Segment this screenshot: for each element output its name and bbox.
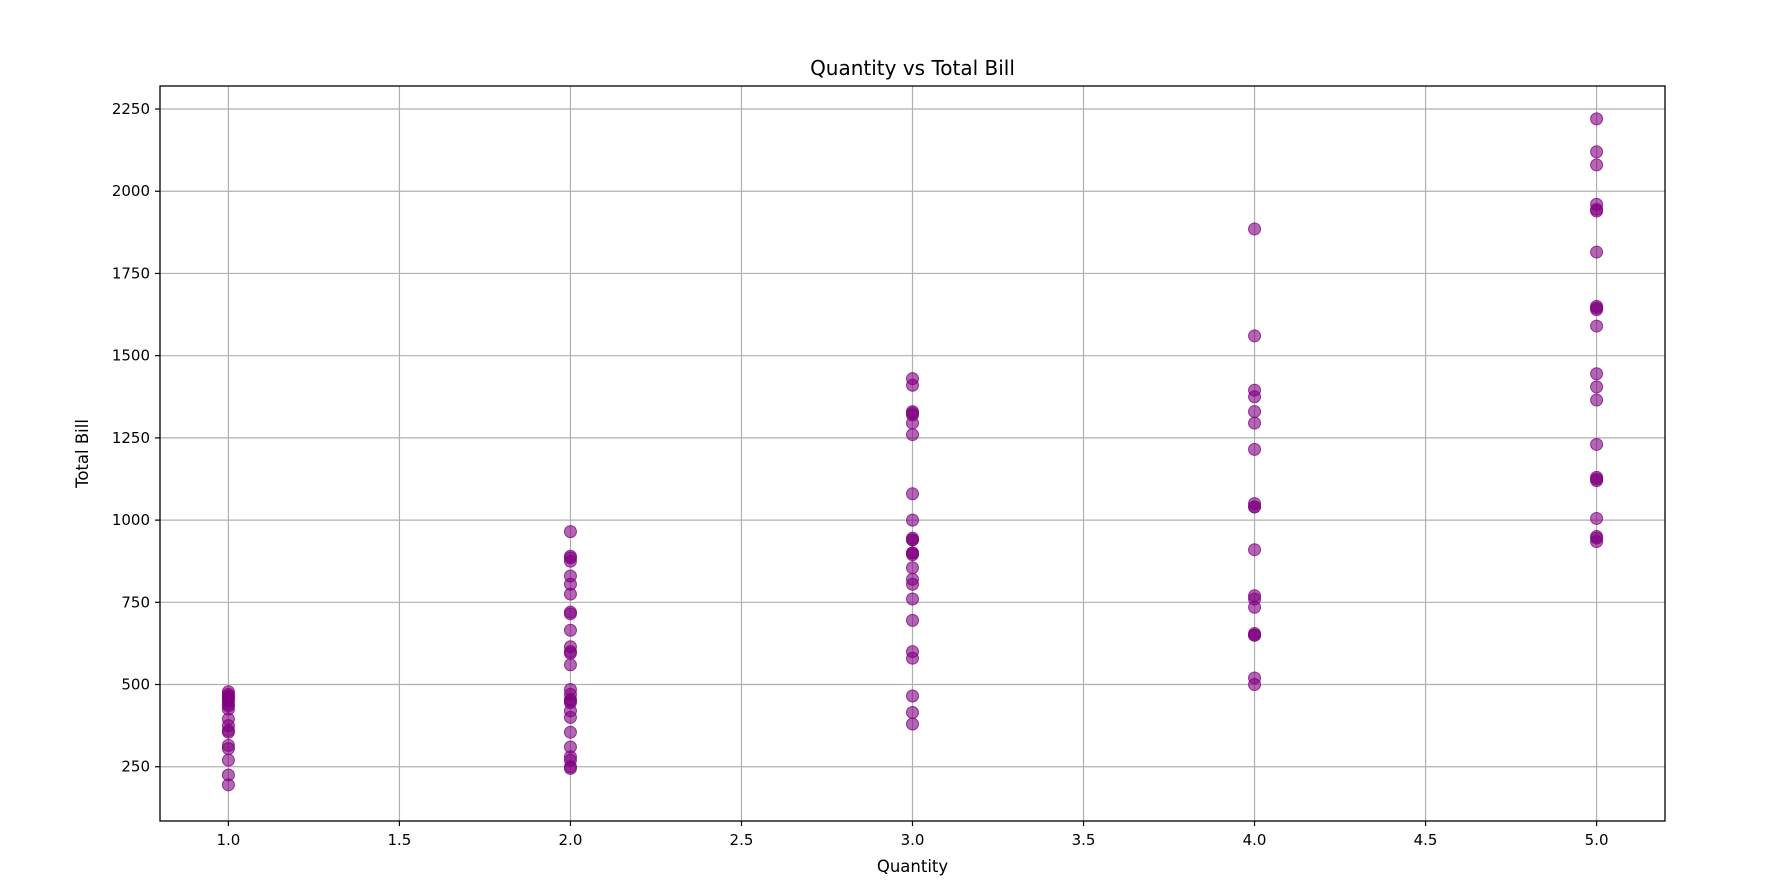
- data-point: [1248, 628, 1262, 642]
- data-point: [563, 761, 577, 775]
- x-tick-label: 3.5: [1072, 831, 1096, 849]
- data-point: [221, 725, 235, 739]
- data-point: [1590, 245, 1604, 259]
- data-point: [906, 561, 919, 575]
- data-point: [563, 525, 577, 539]
- y-tick-label: 1250: [112, 429, 150, 447]
- data-point: [1590, 145, 1604, 159]
- x-tick-label: 2.0: [559, 831, 583, 849]
- y-tick-label: 750: [121, 593, 150, 611]
- data-point: [563, 554, 577, 568]
- data-point: [221, 778, 235, 792]
- data-point: [1248, 416, 1262, 430]
- data-point: [221, 742, 235, 756]
- y-tick-label: 2250: [112, 100, 150, 118]
- x-axis-ticks: 1.0 1.5 2.0 2.5 3.0 3.5 4.0 4.5 5.0: [216, 821, 1609, 849]
- x-tick-label: 1.5: [388, 831, 412, 849]
- data-point: [1248, 678, 1262, 692]
- data-point: [563, 587, 577, 601]
- x-tick-label: 4.0: [1243, 831, 1267, 849]
- data-point: [906, 689, 919, 703]
- data-point: [563, 623, 577, 637]
- data-point: [1590, 534, 1604, 548]
- data-point: [906, 406, 919, 420]
- data-point: [906, 533, 919, 547]
- data-point: [1590, 112, 1604, 126]
- data-point: [906, 487, 919, 501]
- y-tick-label: 250: [121, 758, 150, 776]
- data-point: [906, 577, 919, 591]
- data-point: [1590, 472, 1604, 486]
- y-tick-label: 500: [121, 676, 150, 694]
- data-point: [906, 705, 919, 719]
- x-axis-label: Quantity: [877, 857, 949, 876]
- x-tick-label: 1.0: [216, 831, 240, 849]
- data-point: [563, 725, 577, 739]
- data-point: [906, 651, 919, 665]
- data-point: [563, 646, 577, 660]
- data-point: [1248, 390, 1262, 404]
- y-axis-label: Total Bill: [73, 419, 92, 489]
- data-point: [906, 546, 919, 560]
- y-tick-label: 2000: [112, 182, 150, 200]
- data-point: [1590, 393, 1604, 407]
- data-point: [1248, 405, 1262, 419]
- data-point: [1590, 380, 1604, 394]
- data-point: [1590, 511, 1604, 525]
- data-point: [906, 513, 919, 527]
- data-point: [1590, 367, 1604, 381]
- data-point: [906, 428, 919, 442]
- data-point: [906, 592, 919, 606]
- data-point: [1248, 329, 1262, 343]
- data-point: [563, 607, 577, 621]
- data-point: [1590, 204, 1604, 218]
- y-axis-ticks: 250 500 750 1000 1250 1500 1750 2000 2250: [112, 100, 160, 776]
- x-tick-label: 3.0: [901, 831, 925, 849]
- chart-title: Quantity vs Total Bill: [810, 56, 1015, 80]
- x-tick-label: 2.5: [730, 831, 754, 849]
- y-tick-label: 1500: [112, 347, 150, 365]
- y-tick-label: 1750: [112, 264, 150, 282]
- data-points: [221, 112, 1604, 792]
- data-point: [221, 753, 235, 767]
- x-tick-label: 5.0: [1585, 831, 1609, 849]
- data-point: [1590, 437, 1604, 451]
- data-point: [1248, 222, 1262, 236]
- data-point: [1590, 301, 1604, 315]
- y-tick-label: 1000: [112, 511, 150, 529]
- data-point: [221, 697, 235, 711]
- data-point: [1248, 543, 1262, 557]
- data-point: [563, 710, 577, 724]
- data-point: [1248, 442, 1262, 456]
- data-point: [906, 378, 919, 392]
- data-point: [1248, 600, 1262, 614]
- data-point: [1248, 500, 1262, 514]
- data-point: [906, 717, 919, 731]
- data-point: [1590, 319, 1604, 333]
- data-point: [563, 658, 577, 672]
- data-point: [906, 613, 919, 627]
- x-tick-label: 4.5: [1414, 831, 1438, 849]
- data-point: [1590, 158, 1604, 172]
